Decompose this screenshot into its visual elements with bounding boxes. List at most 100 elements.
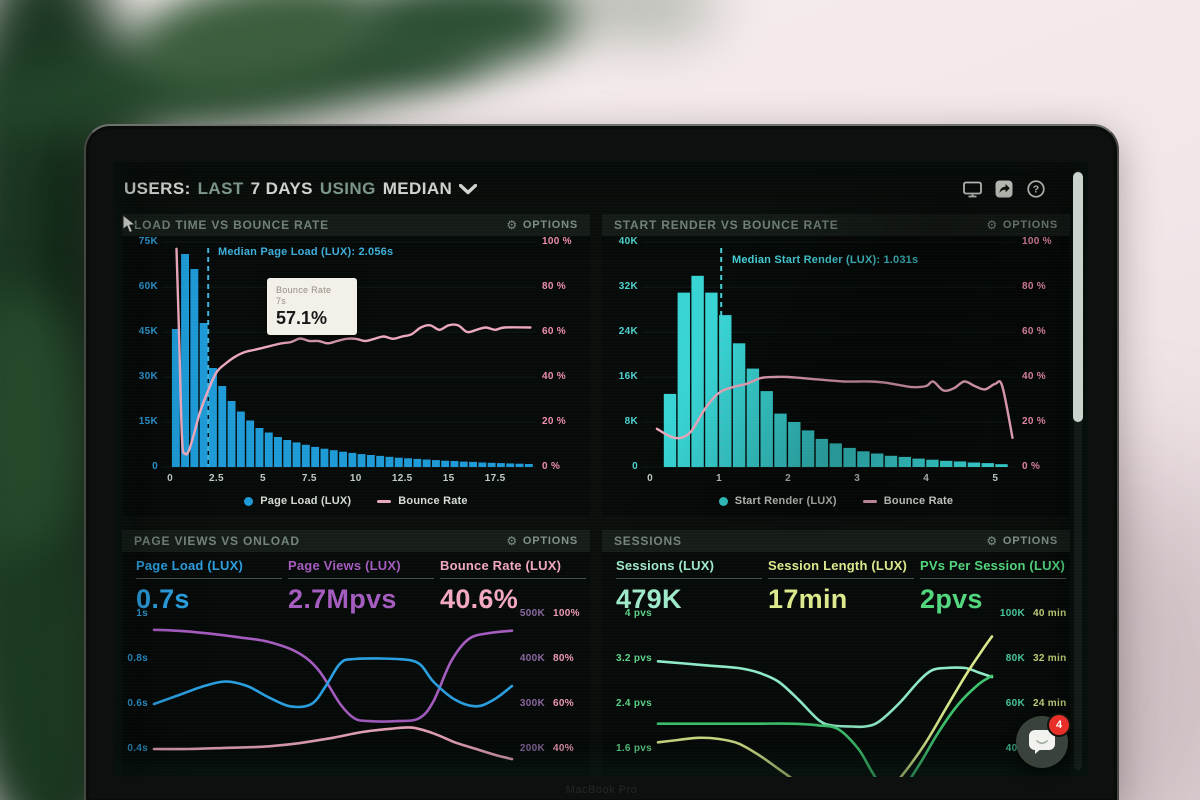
panel-header: SESSIONS ⚙ OPTIONS [602,530,1070,552]
mouse-cursor-icon [122,214,137,234]
panel-start-render: Median Start Render (LUX): 1.031s Start … [602,214,1070,516]
metric: Bounce Rate (LUX) 40.6% [440,558,586,615]
gear-icon: ⚙ [986,218,998,232]
dashboard-screen: USERS: LAST 7 DAYS USING MEDIAN [114,162,1088,777]
options-button[interactable]: ⚙ OPTIONS [986,535,1058,547]
metric-label: Sessions (LUX) [616,558,762,579]
laptop-brand-label: MacBook Pro [565,784,638,796]
y-axis-left-label: 75K [138,236,158,247]
display-icon[interactable] [962,179,982,199]
legend-label: Page Load (LUX) [260,495,352,507]
y-axis-right-label: 100 % [542,236,572,247]
options-button[interactable]: ⚙ OPTIONS [506,535,578,547]
y-axis-left-label: 3.2 pvs [615,653,652,664]
tooltip: Bounce Rate 7s 57.1% [267,278,357,335]
y-axis-right-label2: 100% [553,608,580,619]
x-axis-label: 7.5 [301,473,317,484]
panel-page-views: Page Load (LUX) 0.7s Page Views (LUX) 2.7Mp… [122,530,590,777]
tooltip-value: 57.1% [276,308,328,328]
header-segment: 7 DAYS [250,179,313,198]
share-icon[interactable] [994,179,1014,199]
y-axis-right-label: 80K [1005,653,1025,664]
legend-dash-marker [862,499,877,503]
y-axis-right-label: 40 % [1022,371,1046,382]
metric-value: 2.7Mpvs [288,584,397,614]
help-icon-glyph: ? [1027,180,1045,198]
scrollbar-track[interactable] [1074,170,1082,770]
metric: Page Load (LUX) 0.7s [136,558,282,615]
median-annotation: Median Start Render (LUX): 1.031s [732,254,919,266]
y-axis-right-label: 0 % [1022,461,1041,472]
y-axis-right-label2: 40 min [1033,608,1067,619]
metric-label: Page Views (LUX) [288,558,434,579]
legend: Page Load (LUX) Bounce Rate [122,495,590,507]
panel-header: LOAD TIME VS BOUNCE RATE ⚙ OPTIONS [122,214,590,236]
legend-label: Start Render (LUX) [734,495,837,507]
metric-label: Page Load (LUX) [136,558,282,579]
metric: Sessions (LUX) 479K [616,558,762,615]
x-axis-label: 0 [167,473,173,484]
metric: PVs Per Session (LUX) 2pvs [920,558,1066,615]
y-axis-right-label2: 32 min [1033,653,1067,664]
options-label: OPTIONS [1002,535,1058,547]
x-axis-label: 5 [259,473,266,484]
chat-button[interactable]: 4 [1016,713,1071,768]
options-button[interactable]: ⚙ OPTIONS [986,219,1058,231]
gear-icon: ⚙ [506,218,518,232]
y-axis-right-label: 200K [519,743,545,754]
header-segment: USING [319,179,376,198]
page-views-chart-svg [152,628,514,761]
help-icon[interactable]: ? [1026,179,1046,199]
laptop: USERS: LAST 7 DAYS USING MEDIAN [84,124,1119,800]
panel-load-time: Median Page Load (LUX): 2.056s Bounce Ra… [122,214,590,516]
panel-title: START RENDER VS BOUNCE RATE [614,218,839,232]
legend-item[interactable]: Page Load (LUX) [244,495,351,507]
options-label: OPTIONS [522,535,578,547]
legend-dot-marker [718,496,728,506]
legend-label: Bounce Rate [398,495,468,507]
x-axis-label: 10 [349,473,362,484]
y-axis-right-label2: 60% [553,698,574,709]
metric-value: 17min [768,584,848,614]
panel-header: START RENDER VS BOUNCE RATE ⚙ OPTIONS [602,214,1070,236]
users-filter-dropdown[interactable]: USERS: LAST 7 DAYS USING MEDIAN [124,179,478,199]
y-axis-right-label2: 40% [553,743,574,754]
options-label: OPTIONS [1002,219,1058,231]
header-segment: LAST [197,179,244,198]
legend: Start Render (LUX) Bounce Rate [602,495,1070,507]
y-axis-right-label2: 24 min [1033,698,1067,709]
app-header-icons: ? [962,179,1046,199]
x-axis-label: 15 [442,473,455,484]
page-views-chart: Page Load (LUX) 0.7s Page Views (LUX) 2.7Mp… [122,530,590,777]
options-button[interactable]: ⚙ OPTIONS [506,219,578,231]
legend-item[interactable]: Bounce Rate [377,495,468,507]
y-axis-right-label: 80 % [542,281,566,292]
metric-label: Session Length (LUX) [768,558,914,579]
options-label: OPTIONS [522,219,578,231]
metric: Page Views (LUX) 2.7Mpvs [288,558,434,615]
x-axis-label: 1 [716,473,722,484]
scrollbar-thumb[interactable] [1073,172,1083,422]
legend-item[interactable]: Start Render (LUX) [718,495,837,507]
y-axis-left-label: 24K [618,326,638,337]
x-axis-label: 2.5 [209,473,224,484]
x-axis-label: 17.5 [484,473,506,484]
y-axis-left-label: 32K [618,281,638,292]
display-icon-glyph [962,181,982,197]
tooltip-series: Bounce Rate [276,285,332,295]
y-axis-right-label: 0 % [542,461,561,472]
y-axis-right-label: 80 % [1022,281,1046,292]
y-axis-right-label: 20 % [542,416,566,427]
y-axis-left-label: 0.4s [127,743,148,754]
y-axis-right-label: 60K [1005,698,1025,709]
metric-value: 2pvs [920,584,983,614]
y-axis-left-label: 0.6s [127,698,148,709]
panel-title: PAGE VIEWS VS ONLOAD [134,534,300,548]
legend-item[interactable]: Bounce Rate [862,495,953,507]
x-axis-label: 3 [854,473,861,484]
y-axis-left-label: 15K [138,416,158,427]
header-segment: MEDIAN [382,179,453,198]
y-axis-right-label: 500K [519,608,545,619]
panel-header: PAGE VIEWS VS ONLOAD ⚙ OPTIONS [122,530,590,552]
